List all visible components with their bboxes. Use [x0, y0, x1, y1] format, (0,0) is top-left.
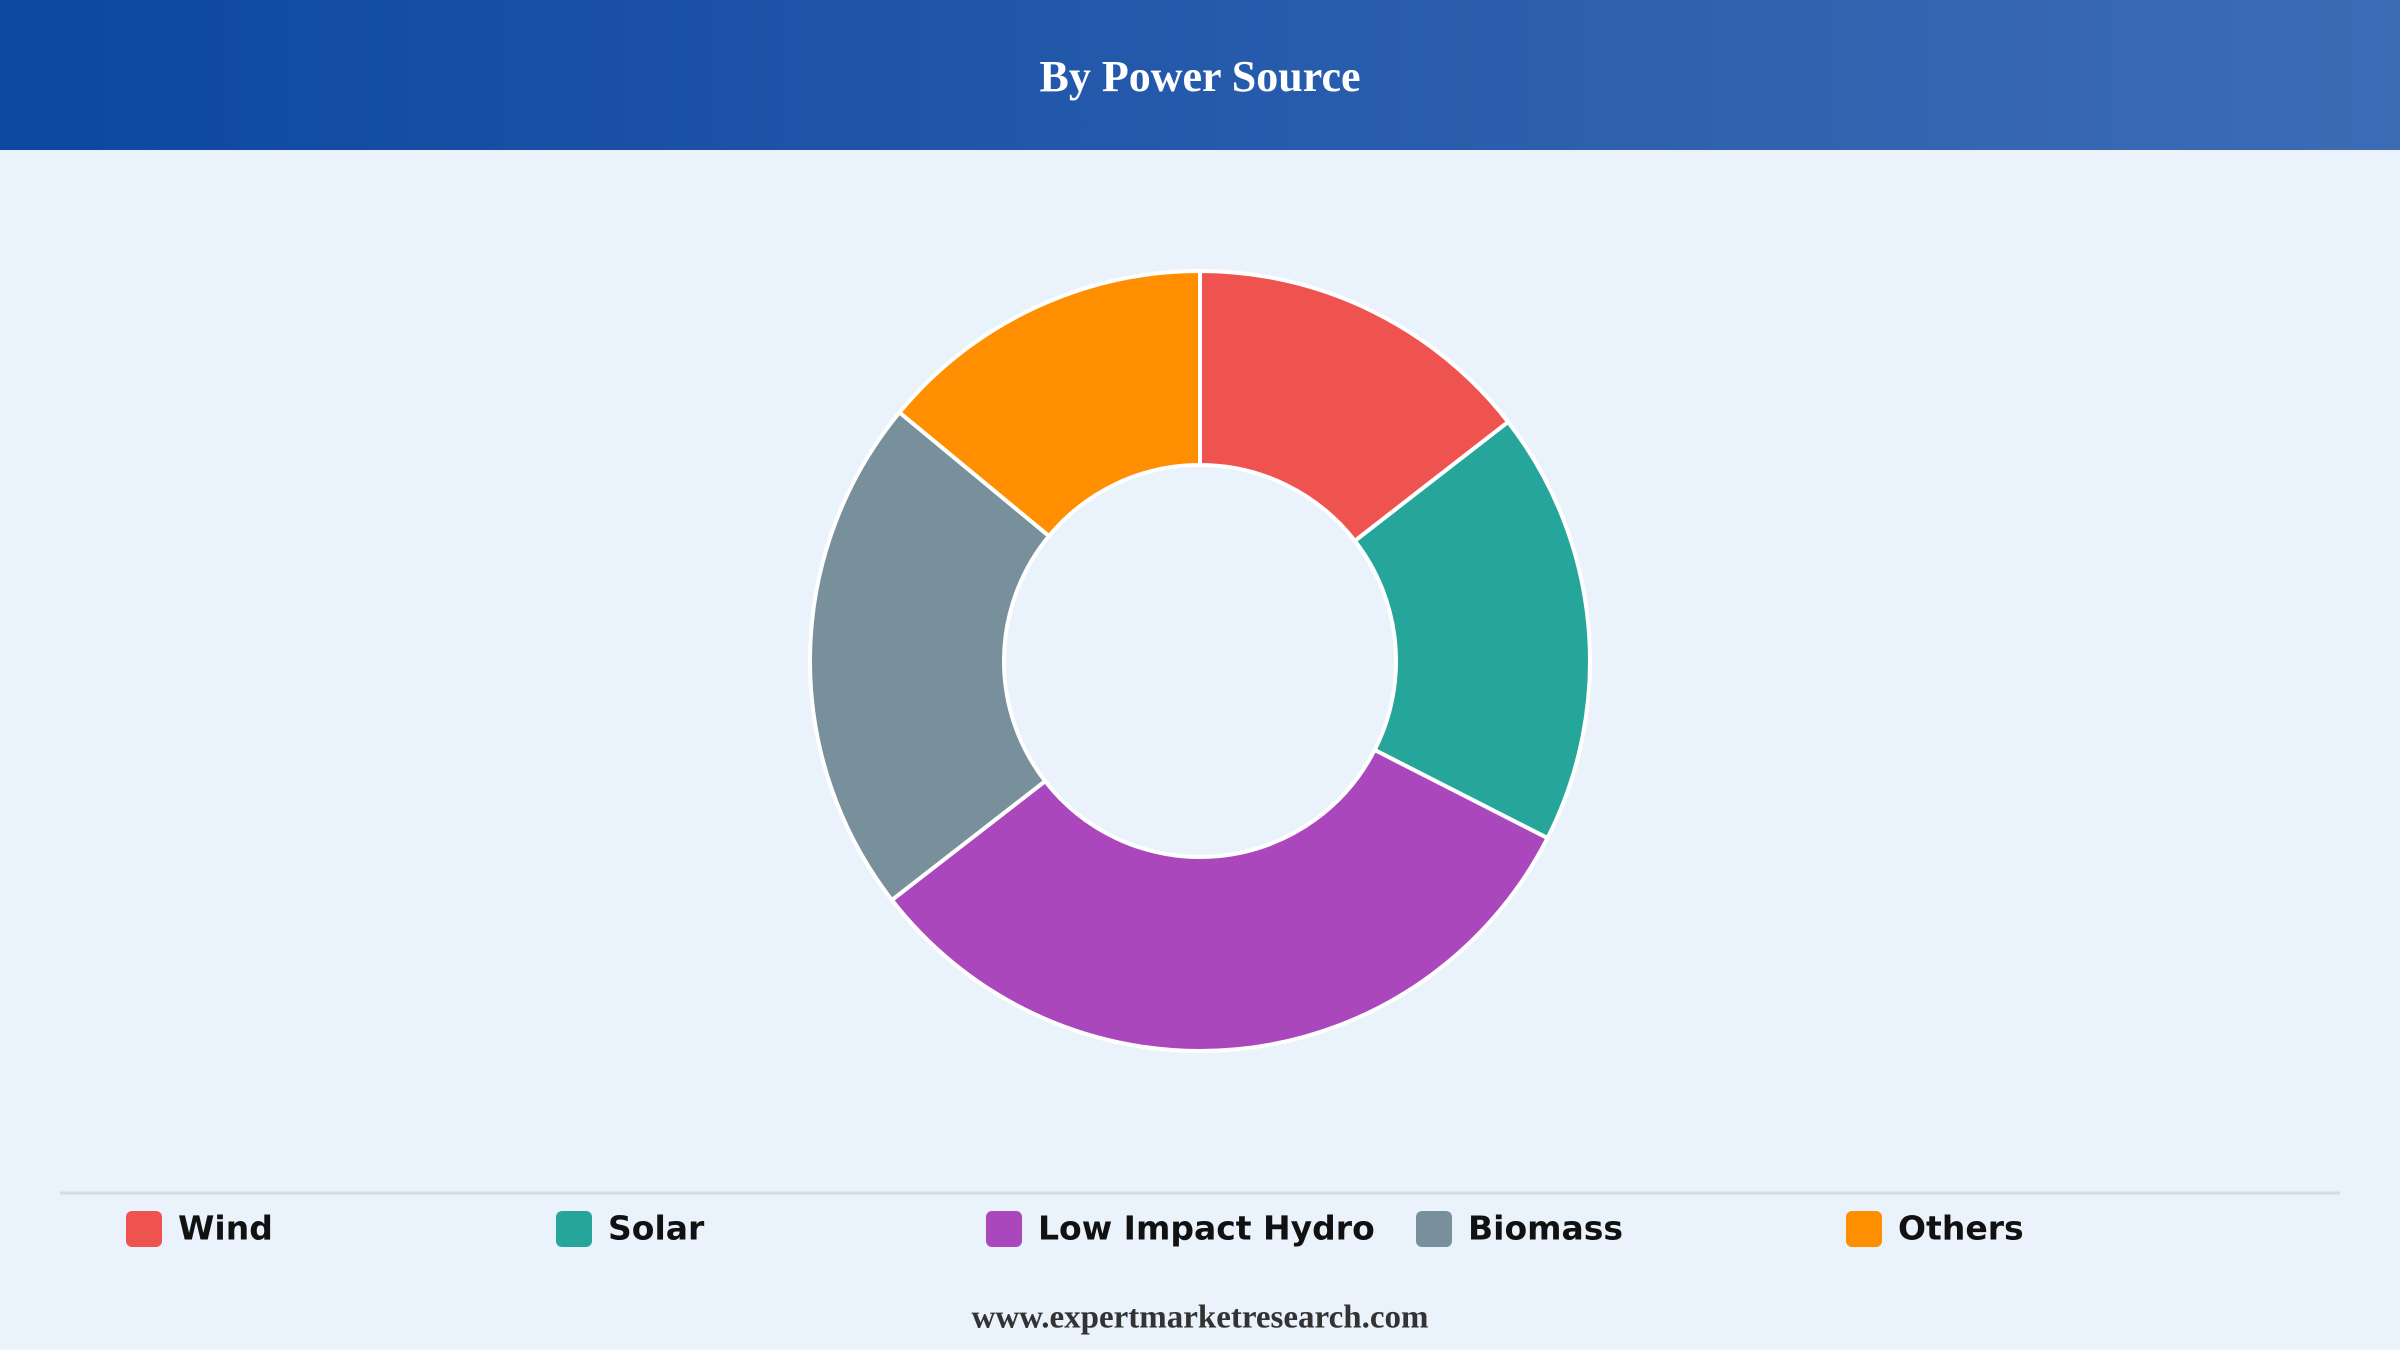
legend-label: Low Impact Hydro: [1038, 1209, 1375, 1248]
legend-swatch: [1846, 1211, 1882, 1247]
footer-source: www.expertmarketresearch.com: [972, 1300, 1429, 1336]
donut-slice: [1352, 419, 1592, 841]
legend-label: Others: [1898, 1209, 2024, 1248]
donut-slice: [896, 268, 1202, 539]
legend-swatch: [556, 1211, 592, 1247]
header-bar: [0, 0, 2400, 150]
donut-slice: [889, 747, 1551, 1053]
legend-label: Biomass: [1468, 1209, 1623, 1248]
legend-label: Solar: [608, 1209, 705, 1248]
legend-swatch: [126, 1211, 162, 1247]
donut-slice: [1198, 268, 1511, 544]
chart-title: By Power Source: [1040, 52, 1361, 101]
legend-swatch: [1416, 1211, 1452, 1247]
legend-swatch: [986, 1211, 1022, 1247]
donut-slice: [808, 409, 1052, 903]
legend-label: Wind: [178, 1209, 273, 1248]
